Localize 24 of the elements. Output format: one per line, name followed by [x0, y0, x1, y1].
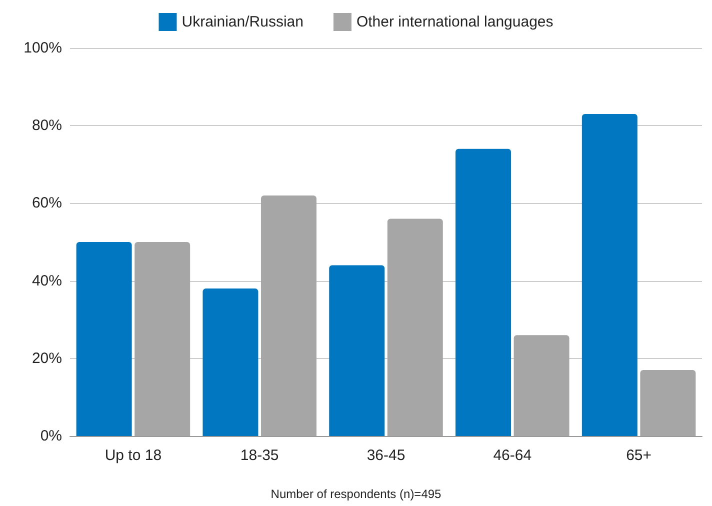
text: Number of respondents (n)=495: [270, 487, 442, 501]
y-tick-label: 60%: [32, 194, 62, 212]
y-tick-label: 20%: [32, 350, 62, 367]
bar: [134, 242, 190, 436]
bar: [456, 148, 512, 436]
y-tick-label: 40%: [32, 272, 62, 290]
y-tick-label: 80%: [32, 117, 62, 134]
x-tick-label: Up to 18: [104, 447, 162, 464]
legend-label: Ukrainian/Russian: [182, 14, 304, 30]
y-tick-label: 0%: [40, 428, 62, 444]
x-tick-label: 36-45: [366, 447, 406, 464]
x-tick-label: 46-64: [493, 447, 532, 464]
bar: [202, 288, 258, 436]
x-tick-label: 65+: [626, 447, 652, 464]
bar: [514, 335, 570, 436]
bar: [387, 218, 443, 436]
bar: [582, 114, 638, 436]
bar: [76, 242, 132, 436]
bar: [260, 195, 316, 436]
x-tick-label: 18-35: [240, 447, 279, 464]
bar: [329, 265, 385, 436]
bar: [640, 370, 696, 436]
y-tick-label: 100%: [24, 40, 62, 56]
legend-label: Other international languages: [356, 14, 554, 30]
